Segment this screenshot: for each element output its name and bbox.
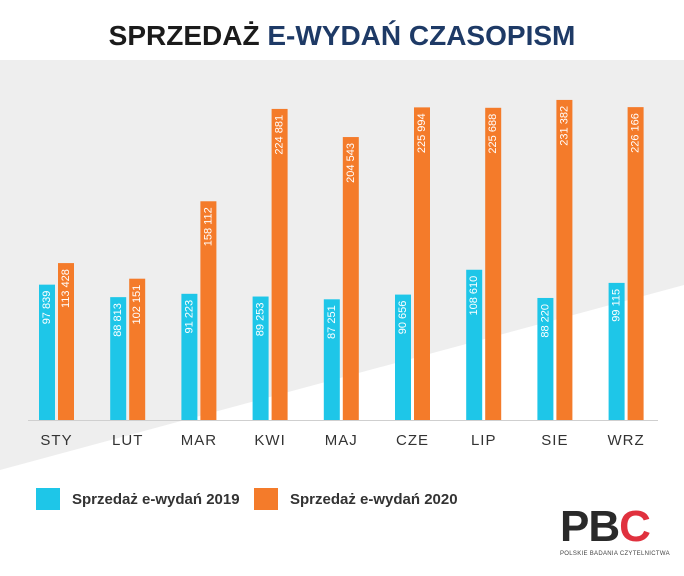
pbc-logo-subtitle: POLSKIE BADANIA CZYTELNICTWA — [560, 551, 670, 557]
data-label-2019-sie: 88 220 — [539, 304, 551, 338]
bar-2020-maj — [342, 137, 359, 421]
chart-title-part2: E-WYDAŃ CZASOPISM — [267, 20, 576, 51]
x-tick-label-kwi: KWI — [254, 432, 285, 449]
legend-label-2020: Sprzedaż e-wydań 2020 — [290, 490, 458, 508]
background-grey-area — [0, 60, 684, 470]
bar-2020-kwi — [271, 108, 288, 421]
data-label-2020-kwi: 224 881 — [274, 115, 286, 155]
bar-2019-maj — [323, 299, 340, 420]
pbc-logo-c: C — [619, 502, 651, 551]
bar-2020-cze — [414, 107, 430, 420]
bar-2019-sie — [537, 297, 554, 420]
legend-swatch-2020 — [254, 488, 278, 510]
x-tick-label-maj: MAJ — [325, 432, 358, 449]
legend-item-2019: Sprzedaż e-wydań 2019 — [36, 488, 240, 510]
x-tick-label-sty: STY — [40, 432, 72, 449]
data-label-2020-wrz: 226 166 — [630, 113, 642, 153]
data-label-2019-maj: 87 251 — [326, 305, 338, 339]
pbc-logo-b: B — [588, 502, 620, 551]
x-tick-label-cze: CZE — [396, 432, 429, 449]
bar-2019-wrz — [608, 282, 625, 420]
data-label-2019-lip: 108 610 — [468, 276, 480, 316]
bar-2019-cze — [395, 294, 411, 420]
legend-label-2019: Sprzedaż e-wydań 2019 — [72, 490, 240, 508]
x-tick-label-lut: LUT — [112, 432, 143, 449]
data-label-2019-kwi: 89 253 — [255, 303, 267, 337]
legend-swatch-2019 — [36, 488, 60, 510]
data-label-2019-wrz: 99 115 — [611, 289, 623, 322]
x-tick-label-lip: LIP — [471, 432, 497, 449]
data-label-2020-sie: 231 382 — [558, 106, 570, 146]
bar-2019-lut — [110, 297, 127, 420]
data-label-2020-lut: 102 151 — [131, 285, 143, 325]
x-tick-label-mar: MAR — [181, 432, 217, 449]
bar-2020-sie — [556, 99, 573, 420]
pbc-logo: PBC POLSKIE BADANIA CZYTELNICTWA — [560, 505, 670, 565]
chart-title-part1: SPRZEDAŻ — [108, 20, 260, 51]
bar-2019-kwi — [252, 296, 269, 420]
bar-2020-lip — [485, 107, 502, 420]
x-tick-label-wrz: WRZ — [608, 432, 645, 449]
data-label-2020-lip: 225 688 — [487, 114, 499, 154]
pbc-logo-p: P — [560, 502, 589, 551]
bar-2020-sty — [58, 263, 74, 420]
data-label-2020-maj: 204 543 — [345, 143, 357, 183]
bar-2020-mar — [200, 201, 217, 420]
bar-2019-mar — [181, 293, 198, 420]
legend-item-2020: Sprzedaż e-wydań 2020 — [254, 488, 458, 510]
data-label-2019-mar: 91 223 — [183, 300, 195, 334]
data-label-2020-sty: 113 428 — [60, 269, 72, 308]
x-tick-label-sie: SIE — [541, 432, 568, 449]
data-label-2019-lut: 88 813 — [112, 303, 124, 337]
bar-2020-wrz — [627, 107, 644, 421]
data-label-2019-cze: 90 656 — [397, 301, 409, 335]
data-label-2020-mar: 158 112 — [202, 207, 214, 246]
pbc-logo-letters: PBC — [560, 505, 670, 549]
chart-title: SPRZEDAŻ E-WYDAŃ CZASOPISM — [0, 20, 684, 52]
bar-2019-sty — [39, 284, 55, 420]
bar-2019-lip — [466, 269, 483, 420]
bar-2020-lut — [129, 278, 146, 420]
data-label-2019-sty: 97 839 — [41, 291, 53, 325]
data-label-2020-cze: 225 994 — [416, 113, 428, 153]
